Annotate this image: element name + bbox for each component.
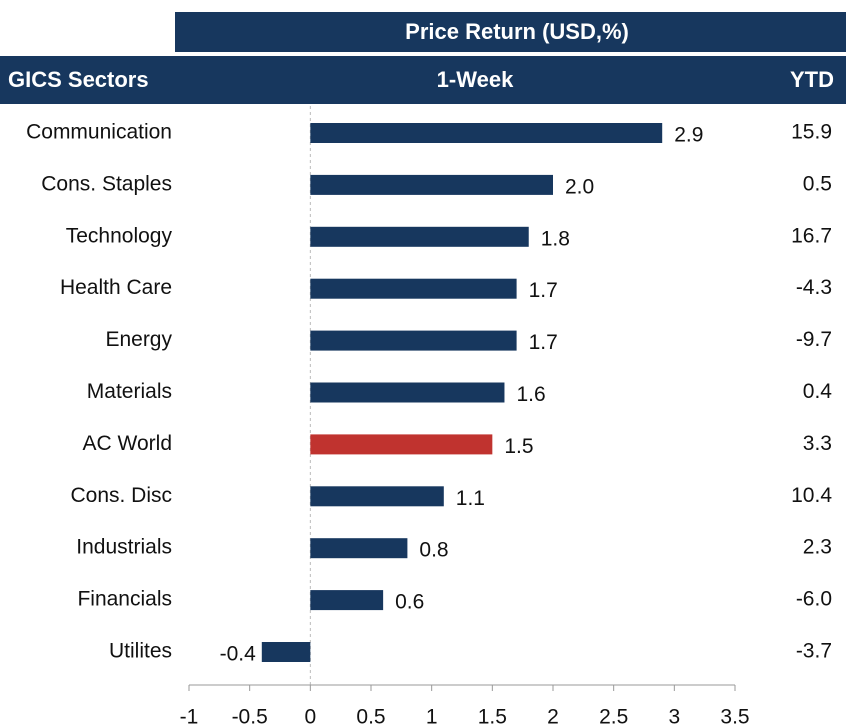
- column-header: YTD: [790, 67, 834, 92]
- data-label: 1.7: [529, 279, 558, 302]
- data-label: 1.8: [541, 227, 570, 250]
- category-label: Health Care: [60, 276, 172, 299]
- ytd-value: 2.3: [803, 536, 832, 559]
- bar: [310, 330, 517, 351]
- chart-title: Price Return (USD,%): [405, 19, 629, 44]
- category-label: Energy: [105, 328, 172, 351]
- ytd-value: 10.4: [791, 484, 832, 507]
- x-tick-label: 2: [547, 706, 559, 728]
- bar: [310, 434, 493, 455]
- header-band: [175, 12, 846, 52]
- x-tick-label: 1: [426, 706, 438, 728]
- ytd-value: -9.7: [796, 328, 832, 351]
- category-label: Technology: [66, 224, 173, 247]
- bar: [310, 382, 505, 403]
- x-tick-label: 2.5: [599, 706, 628, 728]
- bar: [261, 642, 311, 662]
- category-label: AC World: [83, 432, 172, 455]
- bar: [310, 278, 517, 299]
- x-tick-label: -1: [180, 706, 199, 728]
- data-label: 1.1: [456, 487, 485, 510]
- ytd-value: 16.7: [791, 224, 832, 247]
- column-header: GICS Sectors: [8, 67, 149, 92]
- x-tick-label: 0: [304, 706, 316, 728]
- header-band: [0, 56, 846, 104]
- x-tick-label: 1.5: [478, 706, 507, 728]
- ytd-value: -4.3: [796, 276, 832, 299]
- ytd-value: 3.3: [803, 432, 832, 455]
- category-label: Communication: [26, 121, 172, 144]
- ytd-value: 0.4: [803, 380, 833, 403]
- data-label: -0.4: [220, 643, 257, 666]
- ytd-value: -6.0: [796, 588, 832, 611]
- data-label: 1.5: [504, 435, 533, 458]
- bar: [310, 486, 444, 507]
- data-label: 1.7: [529, 331, 558, 354]
- data-label: 2.9: [674, 124, 703, 147]
- ytd-value: 0.5: [803, 172, 832, 195]
- column-header: 1-Week: [437, 67, 514, 92]
- category-label: Cons. Disc: [70, 484, 172, 507]
- category-label: Industrials: [76, 536, 172, 559]
- ytd-value: -3.7: [796, 640, 832, 663]
- bar: [310, 123, 663, 143]
- category-label: Financials: [77, 588, 172, 611]
- ytd-value: 15.9: [791, 121, 832, 144]
- x-tick-label: 3: [668, 706, 680, 728]
- data-label: 0.8: [419, 539, 448, 562]
- x-tick-label: 3.5: [720, 706, 749, 728]
- x-tick-label: 0.5: [356, 706, 385, 728]
- category-label: Materials: [87, 380, 172, 403]
- bar: [310, 226, 529, 247]
- bar: [310, 590, 384, 611]
- data-label: 0.6: [395, 591, 424, 614]
- category-label: Utilites: [109, 640, 172, 663]
- data-label: 2.0: [565, 175, 594, 198]
- bar: [310, 174, 553, 195]
- x-tick-label: -0.5: [232, 706, 268, 728]
- category-label: Cons. Staples: [41, 172, 172, 195]
- bar: [310, 538, 408, 559]
- data-label: 1.6: [516, 383, 545, 406]
